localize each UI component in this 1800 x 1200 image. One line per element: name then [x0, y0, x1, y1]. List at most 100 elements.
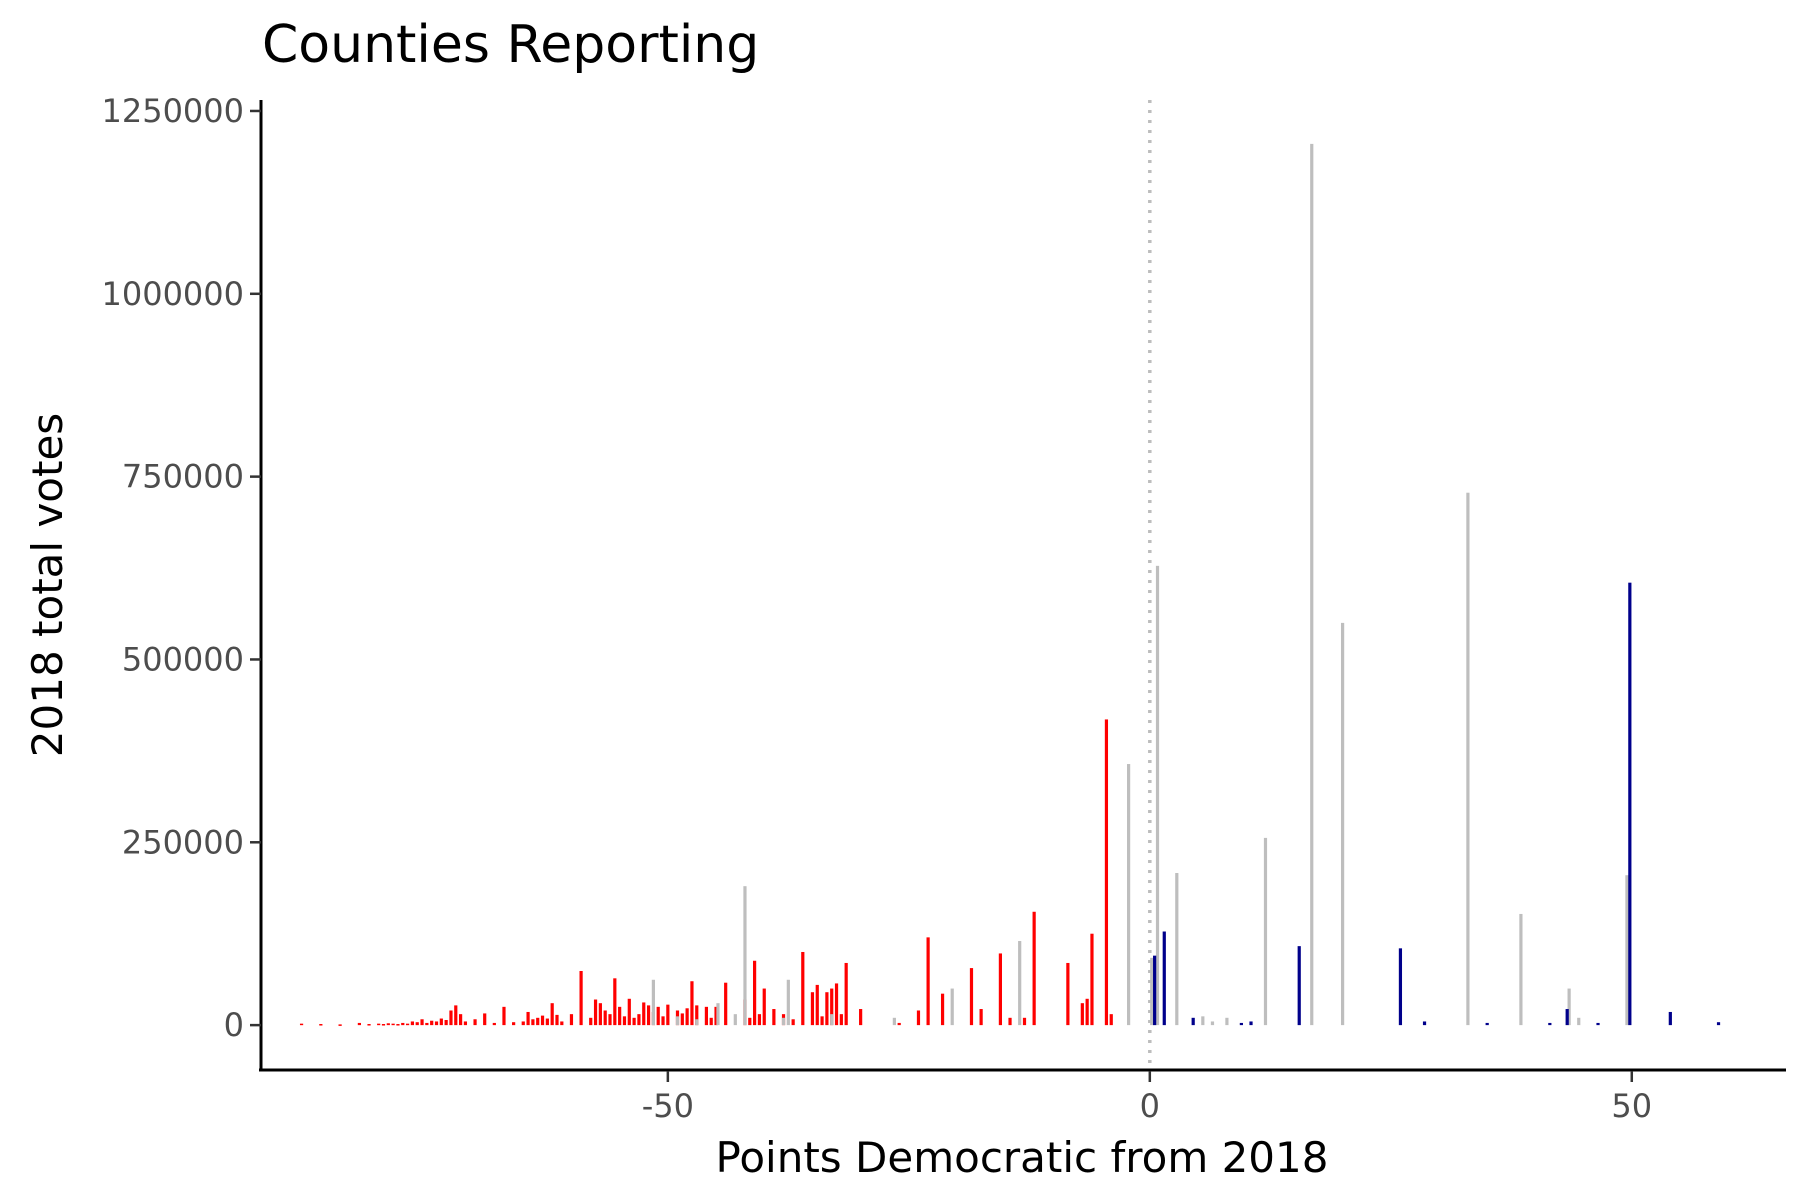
- bar-series-0-88: [969, 968, 974, 1026]
- bar-series-1-14: [1155, 565, 1160, 1026]
- bar-series-0-32: [536, 1017, 540, 1026]
- bar-series-0-34: [545, 1018, 549, 1026]
- bar-series-1-24: [1567, 988, 1571, 1026]
- bar-series-1-26: [1625, 875, 1629, 1026]
- bar-series-0-38: [569, 1014, 574, 1026]
- bar-series-2-14: [1716, 1022, 1721, 1026]
- bar-series-1-16: [1201, 1016, 1205, 1026]
- bar-series-0-27: [502, 1006, 506, 1026]
- bar-series-0-39: [579, 971, 583, 1026]
- bar-series-0-96: [1085, 998, 1089, 1026]
- bar-series-0-90: [998, 953, 1002, 1026]
- bar-series-1-17: [1210, 1021, 1215, 1026]
- bar-series-1-11: [1018, 941, 1022, 1026]
- bar-series-0-0: [299, 1023, 304, 1026]
- bar-series-1-5: [743, 886, 747, 1026]
- bar-series-0-37: [560, 1021, 564, 1026]
- bar-series-0-8: [391, 1023, 395, 1026]
- bar-series-0-94: [1066, 962, 1070, 1026]
- bar-series-0-79: [830, 988, 834, 1026]
- bar-series-0-4: [367, 1024, 371, 1026]
- bar-series-0-86: [926, 937, 930, 1026]
- bar-series-0-11: [405, 1023, 410, 1026]
- bar-series-1-6: [781, 1017, 786, 1026]
- bar-series-0-78: [825, 992, 829, 1026]
- bar-series-0-15: [425, 1022, 429, 1026]
- bar-series-0-82: [844, 962, 848, 1026]
- bar-series-2-4: [1249, 1021, 1253, 1026]
- bar-series-0-91: [1008, 1017, 1012, 1026]
- x-tick-label: 0: [1140, 1087, 1160, 1125]
- y-tick-label: 1000000: [101, 275, 244, 313]
- bar-series-0-50: [637, 1014, 641, 1026]
- bar-series-2-0: [1153, 955, 1157, 1026]
- bar-series-0-45: [613, 978, 617, 1026]
- bar-series-2-6: [1398, 948, 1403, 1026]
- bar-series-0-25: [483, 1013, 487, 1026]
- bar-series-0-33: [540, 1015, 545, 1026]
- x-tick-label: -50: [642, 1087, 694, 1125]
- bar-series-0-7: [386, 1023, 390, 1026]
- bar-series-0-40: [589, 1017, 593, 1026]
- chart-title: Counties Reporting: [262, 15, 759, 75]
- bar-series-0-63: [709, 1017, 713, 1026]
- bar-series-1-22: [1466, 492, 1470, 1026]
- bar-series-0-80: [834, 983, 839, 1026]
- bar-series-0-18: [439, 1018, 443, 1026]
- bar-series-0-16: [430, 1020, 434, 1026]
- y-axis-title: 2018 total votes: [23, 413, 72, 757]
- bar-series-0-19: [444, 1020, 448, 1026]
- bar-series-2-12: [1628, 582, 1632, 1026]
- bar-series-0-31: [531, 1019, 535, 1026]
- bar-series-1-21: [1340, 622, 1345, 1026]
- bar-series-0-5: [377, 1023, 381, 1026]
- bar-series-0-59: [685, 1008, 689, 1026]
- bar-series-0-51: [642, 1002, 646, 1026]
- y-tick-label: 750000: [122, 458, 244, 496]
- bar-series-0-97: [1090, 933, 1094, 1026]
- bars-layer: [299, 143, 1721, 1026]
- bar-series-1-4: [733, 1014, 737, 1026]
- bar-series-1-7: [786, 979, 790, 1026]
- bar-series-0-10: [401, 1022, 405, 1026]
- bar-series-0-77: [820, 1016, 824, 1026]
- y-tick-label: 0: [224, 1006, 244, 1044]
- bar-series-0-54: [656, 1006, 660, 1026]
- bar-series-1-15: [1175, 873, 1179, 1026]
- bar-series-0-65: [724, 982, 728, 1026]
- y-tick-label: 1250000: [101, 92, 244, 130]
- bar-series-0-49: [632, 1017, 636, 1026]
- bar-series-0-55: [661, 1016, 665, 1026]
- bar-series-2-7: [1422, 1021, 1427, 1026]
- bar-series-0-83: [859, 1009, 863, 1026]
- bar-series-2-8: [1485, 1022, 1489, 1026]
- bar-series-0-42: [598, 1003, 602, 1026]
- bar-series-0-69: [757, 1014, 762, 1026]
- x-tick-label: 50: [1611, 1087, 1652, 1125]
- bar-series-2-10: [1565, 1009, 1569, 1026]
- bar-series-0-12: [410, 1021, 415, 1026]
- bar-series-0-35: [550, 1003, 554, 1026]
- bar-series-1-0: [651, 979, 655, 1026]
- bar-series-1-19: [1263, 837, 1268, 1026]
- bar-series-1-2: [695, 1019, 699, 1026]
- bar-series-0-93: [1032, 911, 1036, 1026]
- bar-series-0-81: [839, 1014, 843, 1026]
- bar-series-0-98: [1104, 719, 1109, 1026]
- bar-series-0-64: [714, 1006, 718, 1026]
- bar-series-0-14: [420, 1019, 424, 1026]
- bar-series-1-9: [892, 1017, 896, 1026]
- bar-series-1-3: [716, 1003, 720, 1026]
- bar-series-1-13: [1150, 957, 1154, 1026]
- bar-series-0-71: [772, 1009, 776, 1026]
- bar-series-0-36: [555, 1014, 559, 1026]
- bar-series-0-48: [627, 998, 631, 1026]
- bar-series-0-43: [603, 1010, 607, 1026]
- bar-series-0-28: [512, 1022, 516, 1026]
- bar-series-0-23: [463, 1021, 468, 1026]
- bar-series-0-99: [1109, 1014, 1113, 1026]
- bar-series-2-11: [1596, 1022, 1600, 1026]
- bar-series-0-26: [492, 1022, 496, 1026]
- bar-series-0-62: [704, 1006, 709, 1026]
